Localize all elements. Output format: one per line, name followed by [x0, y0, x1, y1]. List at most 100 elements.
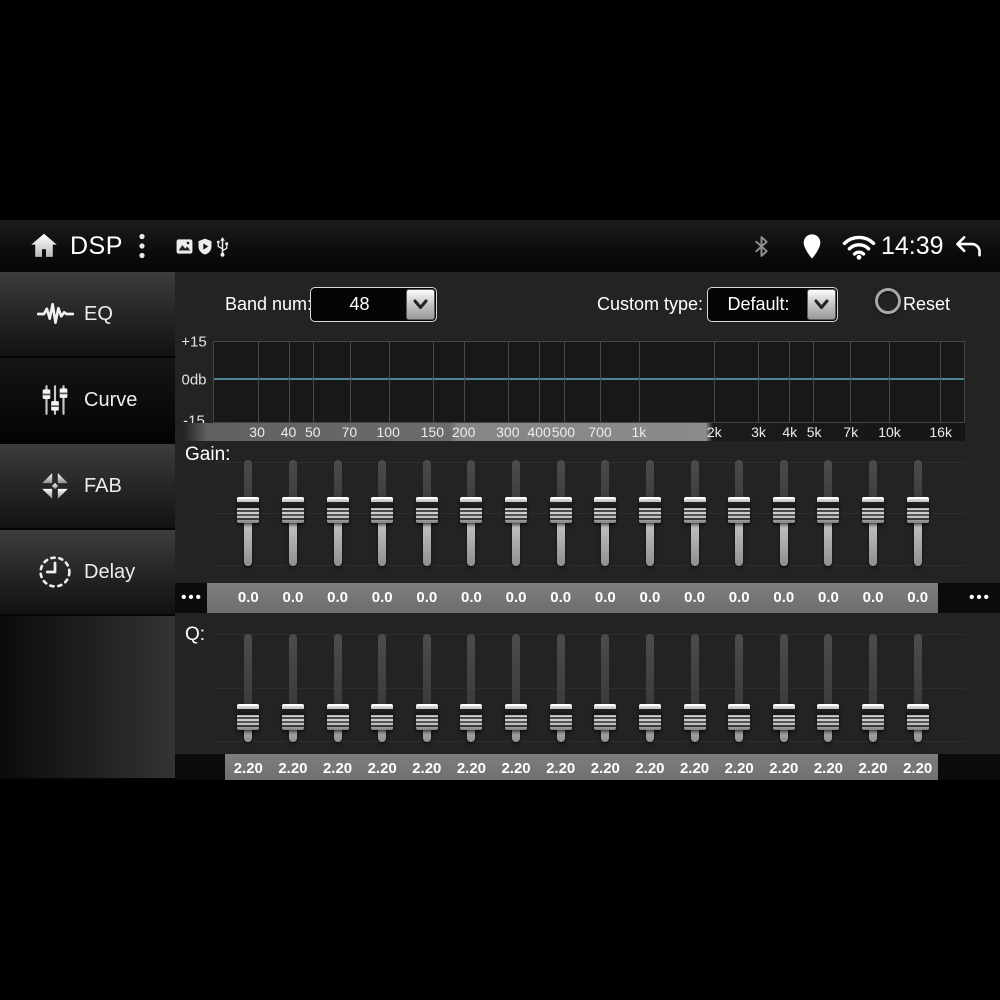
q-slider[interactable]	[405, 632, 450, 744]
slider-handle[interactable]	[728, 496, 751, 523]
q-slider[interactable]	[628, 632, 673, 744]
q-value: 2.20	[769, 760, 799, 777]
eq-waveform-icon	[34, 299, 76, 329]
q-slider[interactable]	[717, 632, 762, 744]
q-slider[interactable]	[762, 632, 807, 744]
band-num-dropdown[interactable]: 48	[310, 287, 437, 322]
q-value-bar: 2.20 2.20 2.20 2.20 2.20 2.20 2.20 2.20 2.20 2.20…	[175, 754, 1000, 780]
sidebar-item-eq[interactable]: EQ	[0, 272, 175, 356]
grid-line	[258, 342, 260, 422]
slider-track-lower	[512, 509, 521, 566]
slider-handle[interactable]	[728, 704, 751, 731]
slider-handle[interactable]	[862, 496, 885, 523]
sidebar-item-fab[interactable]: FAB	[0, 444, 175, 528]
gain-slider[interactable]	[449, 458, 494, 568]
gain-slider[interactable]	[762, 458, 807, 568]
grid-line	[463, 342, 465, 422]
q-slider[interactable]	[672, 632, 717, 744]
band-num-label: Band num:	[225, 294, 313, 314]
slider-track-upper	[601, 634, 610, 722]
q-slider[interactable]	[494, 632, 539, 744]
gain-slider[interactable]	[717, 458, 762, 568]
slider-handle[interactable]	[281, 496, 304, 523]
menu-dots-icon[interactable]	[139, 233, 145, 259]
slider-handle[interactable]	[415, 704, 438, 731]
slider-handle[interactable]	[906, 704, 929, 731]
slider-handle[interactable]	[281, 704, 304, 731]
q-slider[interactable]	[226, 632, 271, 744]
sidebar-item-curve[interactable]: Curve	[0, 358, 175, 442]
q-value: 2.20	[367, 760, 397, 777]
freq-tick-label: 3k	[751, 424, 766, 440]
slider-handle[interactable]	[683, 704, 706, 731]
slider-handle[interactable]	[906, 496, 929, 523]
slider-handle[interactable]	[460, 496, 483, 523]
slider-handle[interactable]	[505, 704, 528, 731]
gain-slider[interactable]	[494, 458, 539, 568]
app-title: DSP	[70, 232, 123, 260]
gain-slider[interactable]	[895, 458, 940, 568]
slider-handle[interactable]	[371, 704, 394, 731]
slider-handle[interactable]	[594, 704, 617, 731]
gain-slider[interactable]	[360, 458, 405, 568]
q-slider[interactable]	[895, 632, 940, 744]
gain-slider[interactable]	[851, 458, 896, 568]
slider-handle[interactable]	[371, 496, 394, 523]
slider-handle[interactable]	[862, 704, 885, 731]
slider-handle[interactable]	[594, 496, 617, 523]
q-slider[interactable]	[315, 632, 360, 744]
gain-slider[interactable]	[672, 458, 717, 568]
slider-handle[interactable]	[817, 704, 840, 731]
gain-slider[interactable]	[271, 458, 316, 568]
home-icon[interactable]	[28, 230, 60, 262]
q-value: 2.20	[546, 760, 576, 777]
q-slider[interactable]	[360, 632, 405, 744]
q-slider[interactable]	[538, 632, 583, 744]
q-slider[interactable]	[851, 632, 896, 744]
chevron-down-icon[interactable]	[406, 289, 435, 320]
gain-slider[interactable]	[583, 458, 628, 568]
slider-track-lower	[556, 509, 565, 566]
slider-handle[interactable]	[817, 496, 840, 523]
slider-handle[interactable]	[549, 496, 572, 523]
slider-handle[interactable]	[505, 496, 528, 523]
gain-sliders	[226, 458, 940, 568]
slider-handle[interactable]	[237, 704, 260, 731]
gain-slider[interactable]	[405, 458, 450, 568]
slider-track-upper	[244, 634, 253, 722]
gain-slider[interactable]	[226, 458, 271, 568]
slider-handle[interactable]	[326, 704, 349, 731]
slider-handle[interactable]	[237, 496, 260, 523]
q-slider[interactable]	[806, 632, 851, 744]
gain-scroll-right[interactable]: •••	[969, 589, 991, 606]
slider-handle[interactable]	[415, 496, 438, 523]
q-slider[interactable]	[449, 632, 494, 744]
chevron-down-icon[interactable]	[807, 289, 836, 320]
gain-slider[interactable]	[806, 458, 851, 568]
slider-handle[interactable]	[638, 496, 661, 523]
curve-sliders-icon	[34, 381, 76, 419]
sidebar-item-delay[interactable]: Delay	[0, 530, 175, 614]
freq-tick-label: 7k	[843, 424, 859, 440]
slider-handle[interactable]	[772, 704, 795, 731]
gain-slider[interactable]	[628, 458, 673, 568]
slider-handle[interactable]	[638, 704, 661, 731]
slider-handle[interactable]	[549, 704, 572, 731]
slider-handle[interactable]	[772, 496, 795, 523]
fab-arrows-icon	[34, 467, 76, 505]
gain-slider[interactable]	[315, 458, 360, 568]
reset-radio[interactable]	[875, 288, 901, 314]
gain-scroll-left[interactable]: •••	[181, 589, 203, 606]
back-icon[interactable]	[953, 234, 984, 259]
slider-handle[interactable]	[460, 704, 483, 731]
slider-handle[interactable]	[326, 496, 349, 523]
grid-line	[313, 342, 315, 422]
custom-type-dropdown[interactable]: Default:	[707, 287, 838, 322]
y-tick-label-0db: 0db	[181, 371, 207, 389]
slider-track-upper	[556, 634, 565, 722]
q-slider[interactable]	[271, 632, 316, 744]
slider-handle[interactable]	[683, 496, 706, 523]
q-slider[interactable]	[583, 632, 628, 744]
gain-slider[interactable]	[538, 458, 583, 568]
